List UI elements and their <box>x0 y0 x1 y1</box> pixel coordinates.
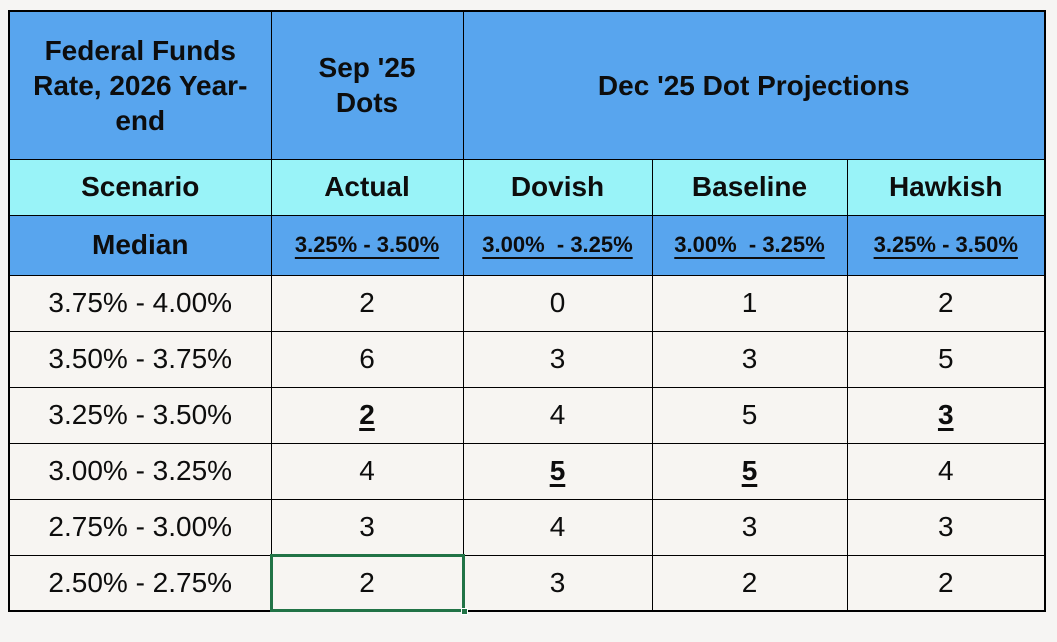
row-label[interactable]: 2.50% - 2.75% <box>8 554 272 612</box>
table-row: 3.50% - 3.75% 6 3 3 5 <box>8 330 1046 388</box>
data-cell-baseline[interactable]: 5 <box>651 386 848 444</box>
data-cell-hawkish[interactable]: 4 <box>846 442 1046 500</box>
data-cell-actual[interactable]: 3 <box>270 498 464 556</box>
sep25-dots-header-cell[interactable]: Sep '25 Dots <box>270 10 464 160</box>
median-actual[interactable]: 3.25% - 3.50% <box>270 214 464 276</box>
fed-funds-dots-table: Federal Funds Rate, 2026 Year-end Sep '2… <box>8 10 1046 615</box>
row-label[interactable]: 3.00% - 3.25% <box>8 442 272 500</box>
data-cell-dovish[interactable]: 0 <box>462 274 653 332</box>
table-row: 3.00% - 3.25% 4 5 5 4 <box>8 442 1046 500</box>
data-cell-baseline[interactable]: 3 <box>651 498 848 556</box>
median-baseline[interactable]: 3.00% - 3.25% <box>651 214 848 276</box>
row-label[interactable]: 3.25% - 3.50% <box>8 386 272 444</box>
data-cell-hawkish[interactable]: 2 <box>846 554 1046 612</box>
dec25-projections-label: Dec '25 Dot Projections <box>597 69 910 101</box>
col-header-actual-label: Actual <box>324 171 410 202</box>
data-cell-hawkish[interactable]: 2 <box>846 274 1046 332</box>
data-cell-baseline[interactable]: 5 <box>651 442 848 500</box>
data-cell-actual[interactable]: 4 <box>270 442 464 500</box>
selected-cell[interactable]: 2 <box>270 554 468 615</box>
sep25-dots-label: Sep '25 Dots <box>318 52 416 119</box>
col-header-baseline[interactable]: Baseline <box>651 158 848 216</box>
data-cell-dovish[interactable]: 3 <box>462 554 653 612</box>
data-cell-hawkish[interactable]: 3 <box>846 498 1046 556</box>
col-header-baseline-label: Baseline <box>691 171 808 202</box>
data-cell-baseline[interactable]: 1 <box>651 274 848 332</box>
table-row: 2.50% - 2.75% 2 3 2 2 <box>8 554 1046 615</box>
col-header-scenario-label: Scenario <box>81 171 200 202</box>
data-cell-actual[interactable]: 2 <box>270 386 464 444</box>
col-header-dovish-label: Dovish <box>510 171 605 202</box>
col-header-scenario[interactable]: Scenario <box>8 158 272 216</box>
col-header-hawkish[interactable]: Hawkish <box>846 158 1046 216</box>
dec25-projections-header-cell[interactable]: Dec '25 Dot Projections <box>462 10 1046 160</box>
fill-handle[interactable] <box>460 608 468 615</box>
data-cell-dovish[interactable]: 4 <box>462 386 653 444</box>
data-cell-dovish[interactable]: 5 <box>462 442 653 500</box>
table-row: 2.75% - 3.00% 3 4 3 3 <box>8 498 1046 556</box>
col-header-actual[interactable]: Actual <box>270 158 464 216</box>
table-title-cell[interactable]: Federal Funds Rate, 2026 Year-end <box>8 10 272 160</box>
median-dovish[interactable]: 3.00% - 3.25% <box>462 214 653 276</box>
data-cell-actual[interactable]: 6 <box>270 330 464 388</box>
data-cell-hawkish[interactable]: 5 <box>846 330 1046 388</box>
table-row: 3.25% - 3.50% 2 4 5 3 <box>8 386 1046 444</box>
top-header-row: Federal Funds Rate, 2026 Year-end Sep '2… <box>8 10 1046 160</box>
row-label[interactable]: 3.50% - 3.75% <box>8 330 272 388</box>
data-cell-baseline[interactable]: 2 <box>651 554 848 612</box>
median-row: Median 3.25% - 3.50% 3.00% - 3.25% 3.00%… <box>8 214 1046 276</box>
data-cell-hawkish[interactable]: 3 <box>846 386 1046 444</box>
col-header-dovish[interactable]: Dovish <box>462 158 653 216</box>
data-cell-actual[interactable]: 2 <box>270 274 464 332</box>
data-cell-dovish[interactable]: 3 <box>462 330 653 388</box>
col-header-hawkish-label: Hawkish <box>888 171 1003 202</box>
table-row: 3.75% - 4.00% 2 0 1 2 <box>8 274 1046 332</box>
data-cell-dovish[interactable]: 4 <box>462 498 653 556</box>
row-label[interactable]: 3.75% - 4.00% <box>8 274 272 332</box>
median-hawkish[interactable]: 3.25% - 3.50% <box>846 214 1046 276</box>
column-header-row: Scenario Actual Dovish Baseline Hawkish <box>8 158 1046 216</box>
table-title: Federal Funds Rate, 2026 Year-end <box>33 34 248 136</box>
median-row-label[interactable]: Median <box>8 214 272 276</box>
row-label[interactable]: 2.75% - 3.00% <box>8 498 272 556</box>
data-cell-baseline[interactable]: 3 <box>651 330 848 388</box>
